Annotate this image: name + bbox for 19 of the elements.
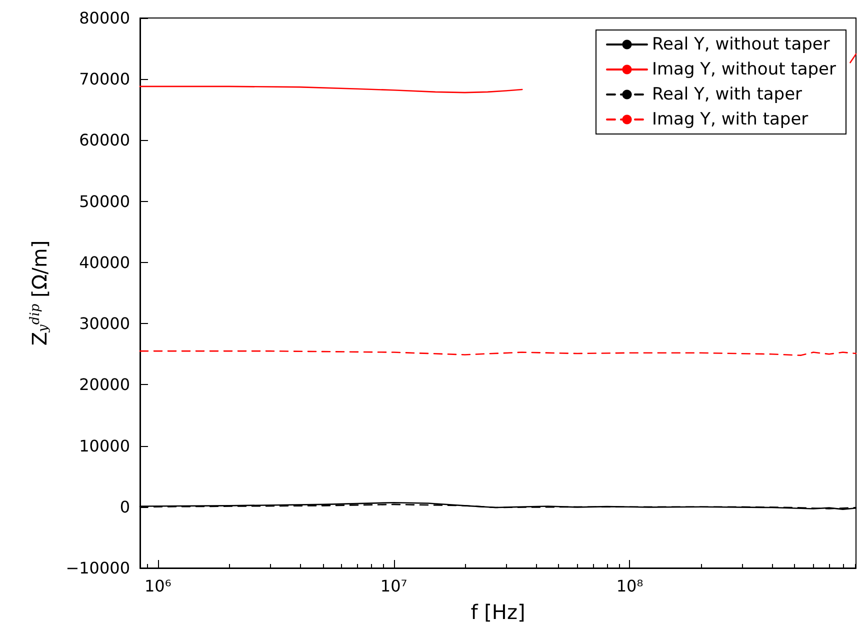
- legend-label: Real Y, without taper: [652, 34, 830, 54]
- x-tick-label: 10⁶: [144, 576, 172, 596]
- legend-label: Imag Y, without taper: [652, 60, 836, 80]
- y-tick-label: 10000: [79, 436, 130, 456]
- legend-label: Imag Y, with taper: [652, 110, 808, 130]
- x-tick-label: 10⁷: [380, 576, 408, 596]
- y-tick-label: −10000: [66, 558, 130, 578]
- y-tick-label: 40000: [79, 252, 130, 272]
- y-tick-label: 30000: [79, 314, 130, 334]
- y-tick-label: 0: [120, 497, 130, 516]
- y-axis-title: Zydip [Ω/m]: [28, 240, 52, 346]
- legend-label: Real Y, with taper: [652, 84, 802, 104]
- y-tick-label: 70000: [79, 70, 130, 89]
- y-tick-label: 60000: [79, 130, 130, 150]
- x-axis-title: f [Hz]: [470, 600, 526, 624]
- y-tick-label: 50000: [79, 192, 130, 211]
- x-tick-label: 10⁸: [616, 576, 644, 596]
- y-tick-label: 20000: [79, 375, 130, 394]
- y-tick-label: 80000: [79, 8, 130, 28]
